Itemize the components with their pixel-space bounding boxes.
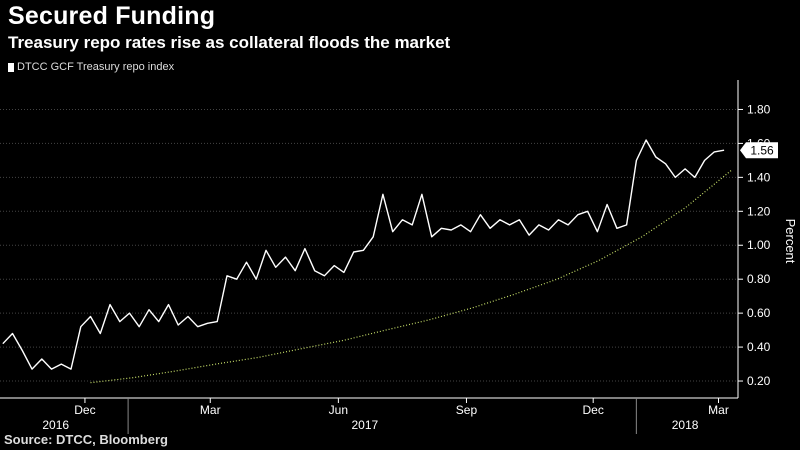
chart-subtitle: Treasury repo rates rise as collateral f… [8,33,451,52]
y-tick-label: 1.20 [747,204,771,218]
x-tick-label: Mar [200,403,221,417]
y-axis-title: Percent [783,219,798,264]
last-value-label: 1.56 [750,144,774,158]
y-tick-label: 1.80 [747,102,771,116]
year-label: 2018 [672,418,699,432]
legend-label: DTCC GCF Treasury repo index [17,61,175,73]
y-tick-label: 0.80 [747,272,771,286]
x-tick-label: Dec [74,403,95,417]
source-note: Source: DTCC, Bloomberg [4,432,168,447]
year-label: 2017 [351,418,378,432]
last-value-badge [740,142,778,159]
legend-swatch [8,62,14,72]
y-tick-label: 1.40 [747,170,771,184]
series-line-repo-index [2,139,725,370]
x-tick-label: Sep [456,403,478,417]
y-tick-label: 0.40 [747,340,771,354]
x-tick-label: Dec [583,403,604,417]
legend: DTCC GCF Treasury repo index [8,61,174,73]
y-tick-label: 0.20 [747,374,771,388]
x-tick-label: Jun [329,403,348,417]
y-tick-label: 0.60 [747,306,771,320]
chart-title: Secured Funding [8,2,216,30]
series-line-trend [90,170,732,384]
year-label: 2016 [42,418,69,432]
y-tick-label: 1.00 [747,238,771,252]
x-tick-label: Mar [708,403,729,417]
